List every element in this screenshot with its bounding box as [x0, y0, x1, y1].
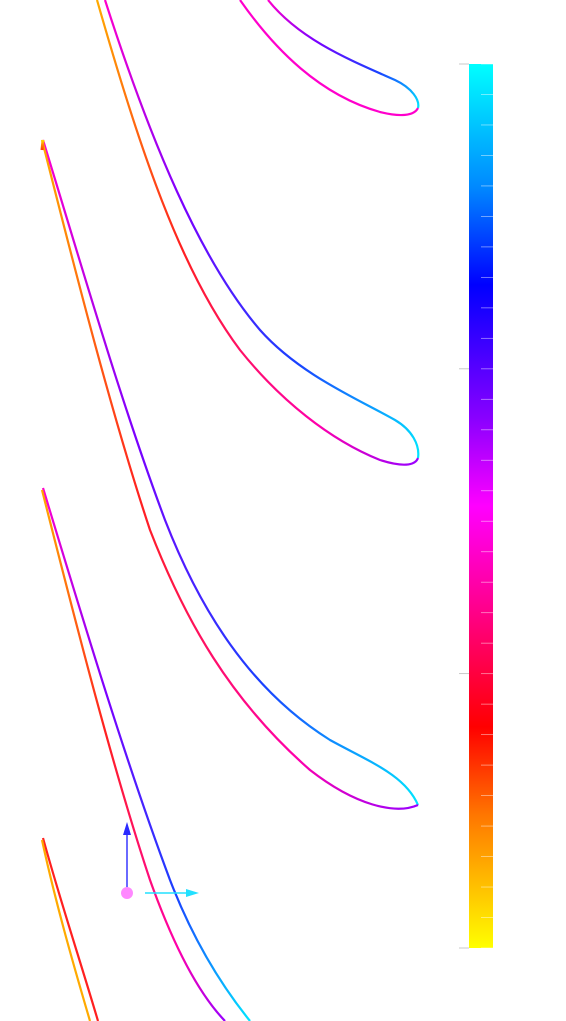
- blade-0: [95, 0, 420, 466]
- axes-triad: [121, 822, 199, 899]
- blade-2-leading-pressure: [40, 489, 226, 1021]
- blade-0-suction-side: [267, 0, 420, 109]
- blade-3: [40, 837, 100, 1021]
- blade-1-leading-suction: [41, 139, 420, 806]
- blade-0-leading-pressure: [95, 0, 420, 466]
- horizontal-axis-arrowhead: [186, 889, 199, 897]
- colorbar-gradient: [469, 64, 493, 948]
- blade-3-leading-suction: [41, 837, 100, 1021]
- blade-2-leading-suction: [41, 487, 251, 1021]
- origin-dot: [121, 887, 133, 899]
- colorbar: [459, 63, 493, 949]
- blade-0-pressure-side: [239, 0, 419, 117]
- blade-1-suction-side: [0, 0, 170, 628]
- blade-1-leading-edge: [40, 139, 45, 151]
- blade-1-leading-pressure: [40, 139, 419, 810]
- colorbar-ticks: [459, 63, 493, 949]
- blade-2: [40, 487, 251, 1021]
- blade-1: [0, 0, 420, 810]
- blade-0-leading-suction: [103, 0, 420, 459]
- vertical-axis-arrowhead: [123, 822, 131, 835]
- blade-3-leading-pressure: [40, 839, 92, 1021]
